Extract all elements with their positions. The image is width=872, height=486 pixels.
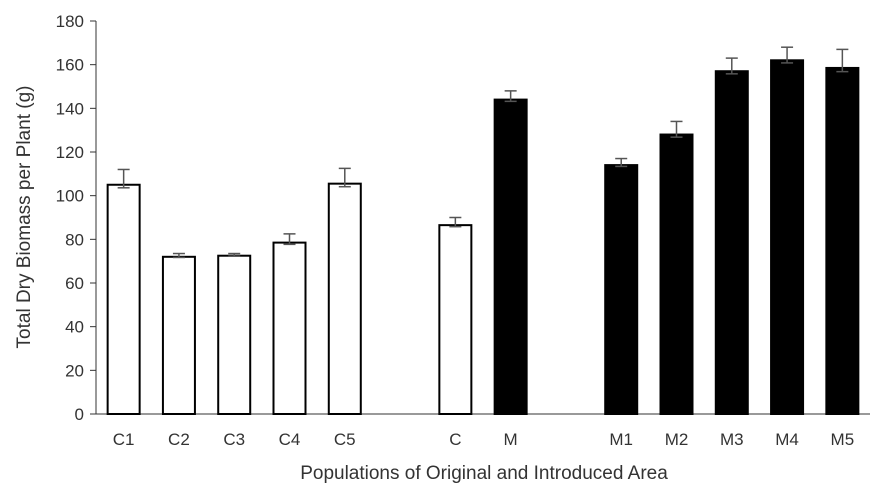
y-tick-label: 0 [75,405,84,424]
error-bar-c5 [338,167,351,188]
x-tick-labels: C1 C2 C3 C4 C5 C M M1 M2 M3 M4 M5 [113,430,854,449]
y-tick-label: 180 [56,12,84,31]
bar-m5 [825,66,860,415]
y-tick-label: 160 [56,56,84,75]
x-tick-label: C1 [113,430,135,449]
bar-m2 [659,133,694,416]
y-axis-title: Total Dry Biomass per Plant (g) [14,86,35,349]
x-axis-title: Populations of Original and Introduced A… [300,463,668,484]
bar-c1 [106,183,141,415]
y-axis: 0 20 40 60 80 100 120 140 160 180 [56,12,97,424]
x-tick-label: M2 [665,430,689,449]
x-tick-label: M3 [720,430,744,449]
bar-m3 [714,70,749,415]
bar-m4 [770,59,805,416]
error-bar-c4 [283,233,296,246]
error-bar-m5 [836,48,849,73]
error-bar-m2 [670,120,683,138]
error-bar-c3 [228,252,241,257]
bar-c2 [161,255,196,415]
x-tick-label: M5 [831,430,855,449]
y-tick-label: 60 [65,274,84,293]
error-bar-c1 [117,168,130,189]
y-tick-label: 20 [65,361,84,380]
x-tick-label: C2 [168,430,190,449]
error-bar-m4 [781,46,794,64]
bar-c [438,224,473,415]
x-tick-label: M [504,430,518,449]
x-tick-label: C3 [223,430,245,449]
y-tick-label: 120 [56,143,84,162]
error-bar-m3 [725,57,738,75]
y-tick-label: 100 [56,187,84,206]
error-bar-m1 [615,157,628,168]
error-bars-group [117,46,849,259]
y-tick-label: 140 [56,99,84,118]
x-tick-label: C5 [334,430,356,449]
bar-m [493,98,528,415]
x-tick-label: M4 [775,430,799,449]
y-tick-label: 80 [65,230,84,249]
x-tick-label: C4 [279,430,301,449]
y-tick-label: 40 [65,318,84,337]
bars-group [106,59,860,416]
x-tick-label: M1 [609,430,633,449]
bar-c3 [217,254,252,415]
bar-c5 [327,182,362,415]
bar-c4 [272,241,307,415]
error-bar-c [449,216,462,228]
x-tick-label: C [449,430,461,449]
bar-m1 [604,164,639,415]
error-bar-m [504,90,517,103]
error-bar-c2 [172,252,185,259]
